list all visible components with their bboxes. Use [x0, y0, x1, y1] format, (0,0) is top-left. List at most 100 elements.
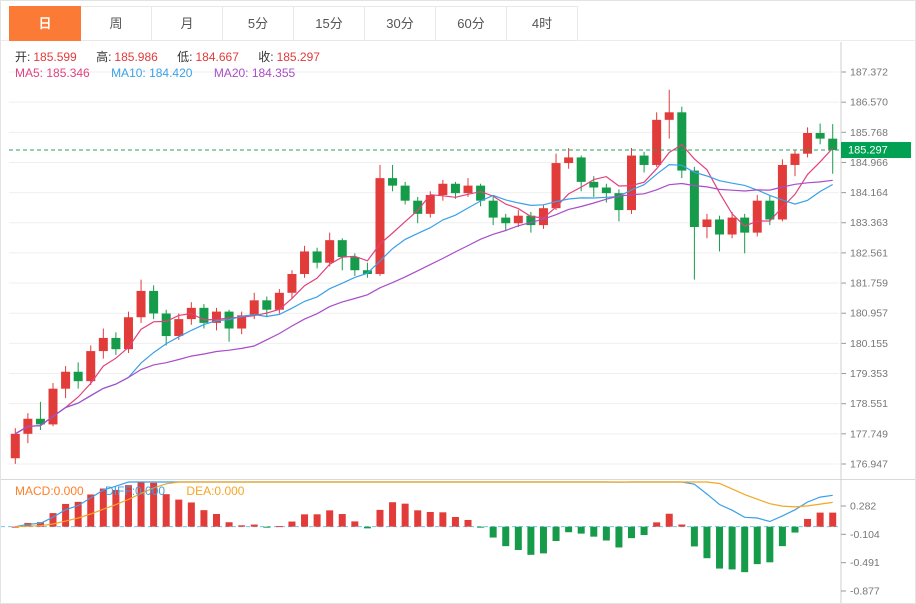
candle[interactable]	[237, 311, 247, 335]
price-axis-label: 187.372	[850, 67, 888, 79]
low-label: 低:	[177, 50, 193, 64]
candle[interactable]	[325, 232, 335, 267]
ma5-line	[14, 143, 834, 435]
candle[interactable]	[476, 183, 486, 207]
candle[interactable]	[513, 210, 523, 227]
candle[interactable]	[702, 213, 712, 239]
candle[interactable]	[438, 179, 448, 201]
candle[interactable]	[400, 181, 410, 205]
candle[interactable]	[312, 247, 322, 269]
candle[interactable]	[86, 345, 96, 385]
candle[interactable]	[48, 383, 58, 427]
candle[interactable]	[375, 164, 385, 276]
candle-body	[790, 153, 800, 165]
candle-body	[48, 388, 58, 425]
candle[interactable]	[73, 362, 83, 389]
high-label: 高:	[96, 50, 112, 64]
candle[interactable]	[61, 366, 71, 399]
candle[interactable]	[10, 428, 20, 464]
candle[interactable]	[639, 151, 649, 173]
macd-histogram-bar	[665, 513, 673, 527]
candle[interactable]	[715, 215, 725, 252]
candle[interactable]	[501, 213, 511, 231]
candle[interactable]	[362, 262, 372, 278]
candle[interactable]	[98, 328, 108, 359]
candle[interactable]	[740, 213, 750, 254]
current-price-tag: 185.297	[841, 142, 911, 159]
candlestick-chart[interactable]: 187.372 186.570 185.768 184.966 184.164 183.3…	[1, 42, 915, 479]
candle-body	[300, 251, 310, 274]
macd-axis-label: -0.104	[850, 529, 880, 541]
candle[interactable]	[350, 253, 360, 276]
candle[interactable]	[388, 164, 398, 192]
candle[interactable]	[123, 311, 133, 353]
candle[interactable]	[689, 166, 699, 280]
macd-histogram-bar	[602, 526, 610, 541]
candle[interactable]	[149, 285, 159, 320]
macd-histogram-bar	[275, 526, 283, 528]
candle[interactable]	[224, 309, 234, 342]
macd-histogram-bar	[552, 526, 560, 542]
tab-15min[interactable]: 15分	[294, 6, 365, 41]
candle[interactable]	[551, 153, 561, 211]
macd-histogram-bar	[225, 522, 233, 527]
tab-month[interactable]: 月	[152, 6, 223, 41]
candle[interactable]	[287, 270, 297, 299]
candle[interactable]	[337, 238, 347, 271]
candle[interactable]	[111, 332, 121, 355]
candle[interactable]	[752, 195, 762, 237]
tab-day[interactable]: 日	[9, 6, 81, 41]
macd-histogram-bar	[351, 521, 359, 527]
candle[interactable]	[677, 106, 687, 179]
dea-line	[15, 481, 833, 528]
candle-body	[388, 178, 398, 186]
candle[interactable]	[790, 149, 800, 177]
candle[interactable]	[450, 181, 460, 199]
candle[interactable]	[161, 309, 171, 346]
candle[interactable]	[777, 159, 787, 222]
tab-5min[interactable]: 5分	[223, 6, 294, 41]
candle-body	[614, 193, 624, 211]
candle-body	[727, 217, 737, 235]
macd-histogram-bar	[49, 513, 57, 527]
candle[interactable]	[664, 89, 674, 139]
tab-4hour[interactable]: 4时	[507, 6, 578, 41]
candle-body	[652, 119, 662, 165]
price-axis-label: 182.561	[850, 247, 888, 259]
candle[interactable]	[614, 189, 624, 222]
macd-histogram-bar	[653, 522, 661, 527]
macd-histogram-bar	[99, 488, 107, 527]
macd-indicator-panel[interactable]: 0.282 -0.104 -0.491 -0.877	[1, 479, 915, 604]
candle[interactable]	[815, 123, 825, 145]
candle-body	[438, 183, 448, 196]
candle[interactable]	[727, 211, 737, 239]
candle[interactable]	[300, 245, 310, 278]
macd-histogram-bar	[477, 526, 485, 528]
macd-histogram-bar	[200, 510, 208, 527]
candle[interactable]	[538, 204, 548, 229]
price-axis-label: 180.155	[850, 338, 888, 350]
candle[interactable]	[564, 148, 574, 169]
tab-30min[interactable]: 30分	[365, 6, 436, 41]
candle[interactable]	[576, 155, 586, 192]
macd-histogram-bar	[778, 526, 786, 547]
candle[interactable]	[262, 296, 272, 318]
tab-60min[interactable]: 60分	[436, 6, 507, 41]
candle[interactable]	[488, 196, 498, 226]
macd-histogram-bar	[162, 494, 170, 527]
candle[interactable]	[627, 148, 636, 214]
candle-body	[149, 290, 159, 314]
macd-histogram-bar	[288, 521, 296, 527]
macd-histogram-bar	[137, 482, 145, 527]
candle-body	[601, 187, 611, 194]
price-axis-label: 186.570	[850, 97, 888, 109]
candle[interactable]	[136, 279, 146, 323]
candle-body	[664, 112, 674, 120]
tab-week[interactable]: 周	[81, 6, 152, 41]
candle[interactable]	[652, 112, 662, 167]
candle[interactable]	[803, 127, 813, 158]
price-axis-label: 178.551	[850, 398, 888, 410]
macd-readout: MACD:0.000 DIFF:0.000 DEA:0.000	[15, 484, 262, 498]
candle-body	[375, 178, 385, 274]
candle[interactable]	[174, 313, 184, 340]
